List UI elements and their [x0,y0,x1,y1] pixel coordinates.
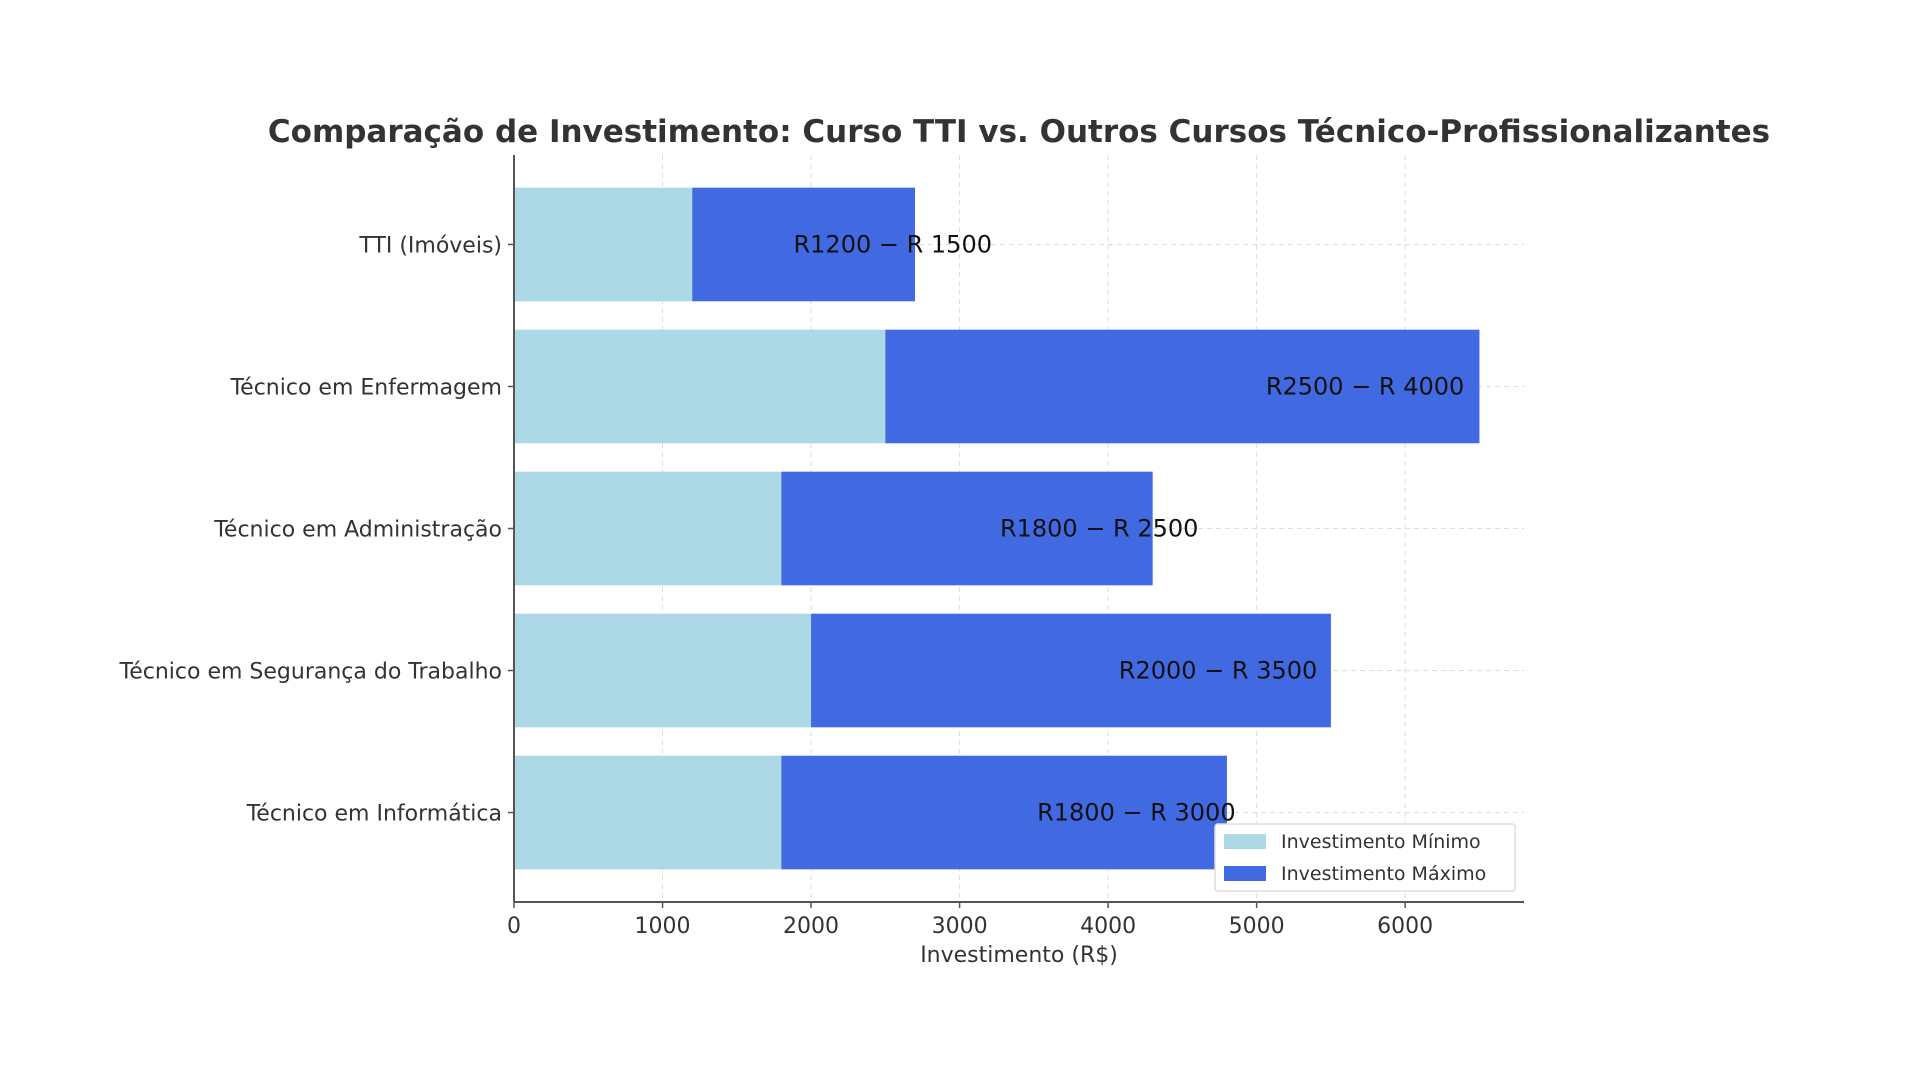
bar-minimum [514,613,812,728]
y-tick-label: Técnico em Segurança do Trabalho [119,660,502,685]
x-tick-label: 2000 [783,914,839,939]
y-tick-label: Técnico em Informática [246,802,502,827]
chart-title: Comparação de Investimento: Curso TTI vs… [268,114,1770,150]
x-tick-label: 5000 [1229,914,1285,939]
x-axis-label: Investimento (R$) [920,943,1118,968]
x-tick-label: 6000 [1377,914,1433,939]
legend-swatch [1224,834,1266,849]
legend-box [1214,823,1516,892]
x-tick-label: 0 [507,914,521,939]
bar-maximum [811,613,1331,728]
bar-minimum [514,471,782,586]
data-label: R1800 − R 2500 [1000,515,1199,543]
bar-minimum [514,329,886,444]
data-label: R1200 − R 1500 [793,230,992,258]
y-tick-label: Técnico em Enfermagem [229,375,502,400]
bar-maximum [781,755,1227,870]
bar-maximum [885,329,1480,444]
legend: Investimento Mínimo Investimento Máximo [1214,823,1516,892]
legend-swatch [1224,866,1266,881]
bar-minimum [514,755,782,870]
bar-minimum [514,187,693,302]
x-tick-label: 1000 [635,914,691,939]
data-label: R2500 − R 4000 [1266,372,1465,400]
x-tick-label: 3000 [932,914,988,939]
data-label: R2000 − R 3500 [1119,657,1318,685]
y-tick-label: Técnico em Administração [213,518,502,543]
data-label: R1800 − R 3000 [1037,799,1236,827]
x-tick-label: 4000 [1080,914,1136,939]
y-tick-label: TTI (Imóveis) [358,233,502,258]
legend-label: Investimento Máximo [1281,863,1486,885]
legend-label: Investimento Mínimo [1281,831,1481,853]
bar-maximum [692,187,916,302]
bar-maximum [781,471,1153,586]
